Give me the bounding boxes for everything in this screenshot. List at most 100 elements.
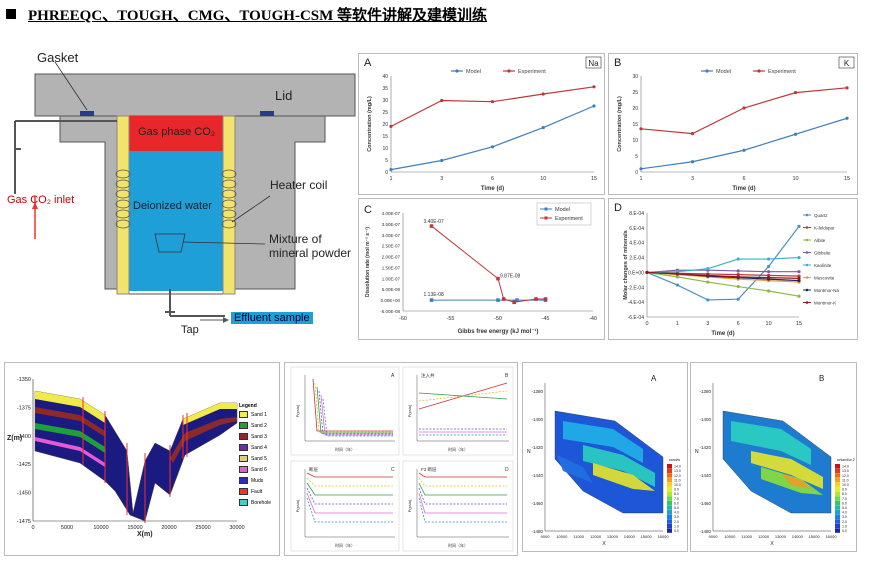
map-band: [593, 463, 655, 491]
legend-marker: [805, 288, 809, 292]
water-region: [120, 151, 232, 291]
legend-label: Sand 6: [251, 466, 267, 473]
scale-swatch: [667, 523, 672, 529]
x-tick-label: 13000: [775, 534, 787, 539]
data-point: [797, 224, 801, 228]
x-tick-label: 16000: [657, 534, 669, 539]
geo-layer-sand2: [35, 423, 105, 453]
mini-chart-letter: A: [391, 373, 395, 379]
legend-swatch: [239, 455, 248, 462]
y-tick-label: 10: [382, 146, 388, 152]
scale-swatch: [667, 505, 672, 510]
geo-y-label: Z(m): [7, 435, 23, 442]
gasket-right: [260, 111, 274, 116]
y-tick-label: 30: [382, 98, 388, 104]
apparatus-svg: [14, 61, 356, 323]
water-label: Deionized water: [133, 200, 212, 212]
scale-swatch: [667, 468, 672, 473]
x-tick-label: 1: [639, 176, 642, 182]
x-tick-label: 6: [491, 176, 494, 182]
legend-label: Model: [466, 69, 481, 75]
mini-y-label: P(psia): [295, 499, 300, 512]
y-axis-label: Molar changes of minerals: [623, 230, 629, 299]
y-tick-label: -1475: [17, 519, 31, 525]
legend-marker: [757, 69, 761, 73]
scale-swatch: [835, 468, 840, 473]
scale-label: 14.0: [674, 465, 681, 469]
scale-swatch: [835, 500, 840, 506]
data-point: [706, 273, 710, 277]
series-line: [646, 271, 800, 279]
panel-letter: A: [364, 57, 372, 69]
effluent-label: Effluent sample: [231, 312, 313, 324]
inlet-label: Gas CO₂ inlet: [7, 194, 75, 206]
scale-swatch: [835, 510, 840, 515]
data-point: [767, 289, 771, 293]
scale-swatch: [835, 514, 840, 519]
y-tick-label: -5.00E-08: [380, 309, 400, 314]
legend-label: Kaolinite: [814, 263, 832, 268]
legend-marker: [455, 69, 459, 73]
legend-label: Montmor-K: [814, 301, 836, 306]
series-line: [646, 271, 800, 283]
data-point: [501, 297, 506, 301]
x-tick-label: -50: [494, 316, 502, 322]
scale-label: 11.0: [674, 478, 681, 482]
map-x-label: X: [770, 541, 774, 547]
mini-chart-letter: D: [505, 467, 509, 473]
series-line: [640, 87, 848, 135]
y-tick-label: -1480: [531, 529, 543, 534]
scale-label: 10.0: [674, 483, 681, 487]
scale-swatch: [835, 505, 840, 510]
y-tick-label: 6.E-04: [629, 226, 644, 232]
x-tick-label: 11000: [741, 534, 753, 539]
scale-swatch: [835, 523, 840, 529]
map-band: [557, 455, 593, 483]
mini-series-line: [418, 392, 508, 400]
x-tick-label: -40: [589, 316, 597, 322]
gas-phase-label: Gas phase CO₂: [138, 126, 216, 138]
geo-legend: Legend Sand 1 Sand 2 Sand 3 Sand 4 Sand 5 San…: [239, 403, 277, 510]
chart-b-svg: 0 5 10 15 20 25 30 1 3 6 10 15 Time (d) Concentration…: [614, 56, 855, 192]
annotation: 1.13E-08: [424, 292, 445, 298]
mini-chart-title: 断层: [309, 466, 318, 473]
x-tick-label: 14000: [624, 534, 636, 539]
mini-series-line: [418, 487, 507, 505]
x-axis-label: Gibbs free energy (kJ mol⁻¹): [458, 328, 539, 335]
geo-legend-item: Muds: [239, 477, 277, 484]
y-tick-label: 20: [382, 122, 388, 128]
mini-series-line: [318, 390, 393, 435]
y-tick-label: -1450: [17, 491, 31, 497]
data-point: [797, 274, 801, 278]
geo-layer-sand3: [35, 407, 105, 437]
scale-label: 0.0: [842, 529, 847, 533]
legend-swatch: [239, 477, 248, 484]
chart-panel-d: 8.E-04 6.E-04 4.E-04 2.E-04 0.E+00 -2.E-04 -4.…: [608, 198, 858, 340]
x-tick-label: 12000: [590, 534, 602, 539]
scale-swatch: [835, 528, 840, 533]
scale-label: 0.0: [674, 529, 679, 533]
x-tick-label: 10: [792, 176, 798, 182]
data-point: [845, 86, 849, 90]
mini-x-label: 时间（年）: [448, 542, 468, 548]
corner-label: K: [844, 59, 850, 68]
series-line: [646, 271, 800, 277]
scale-label: 9.0: [842, 488, 847, 492]
corner-box: [585, 56, 602, 69]
data-point: [543, 297, 548, 301]
legend-swatch: [239, 422, 248, 429]
corner-label: Na: [588, 59, 599, 68]
legend-label: K-feldspar: [814, 226, 835, 231]
scale-label: 12.0: [842, 474, 849, 478]
data-point: [592, 104, 596, 108]
mini-y-label: P(psia): [407, 499, 412, 512]
map-band: [781, 473, 811, 489]
data-point: [845, 116, 849, 120]
data-point: [797, 294, 801, 298]
chart-d-svg: 8.E-04 6.E-04 4.E-04 2.E-04 0.E+00 -2.E-04 -4.…: [614, 202, 840, 337]
x-tick-label: -45: [542, 316, 550, 322]
mini-series-line: [312, 378, 393, 432]
scale-label: 14.0: [842, 465, 849, 469]
legend-label: Muscovite: [814, 276, 835, 281]
x-tick-label: 11000: [573, 534, 585, 539]
